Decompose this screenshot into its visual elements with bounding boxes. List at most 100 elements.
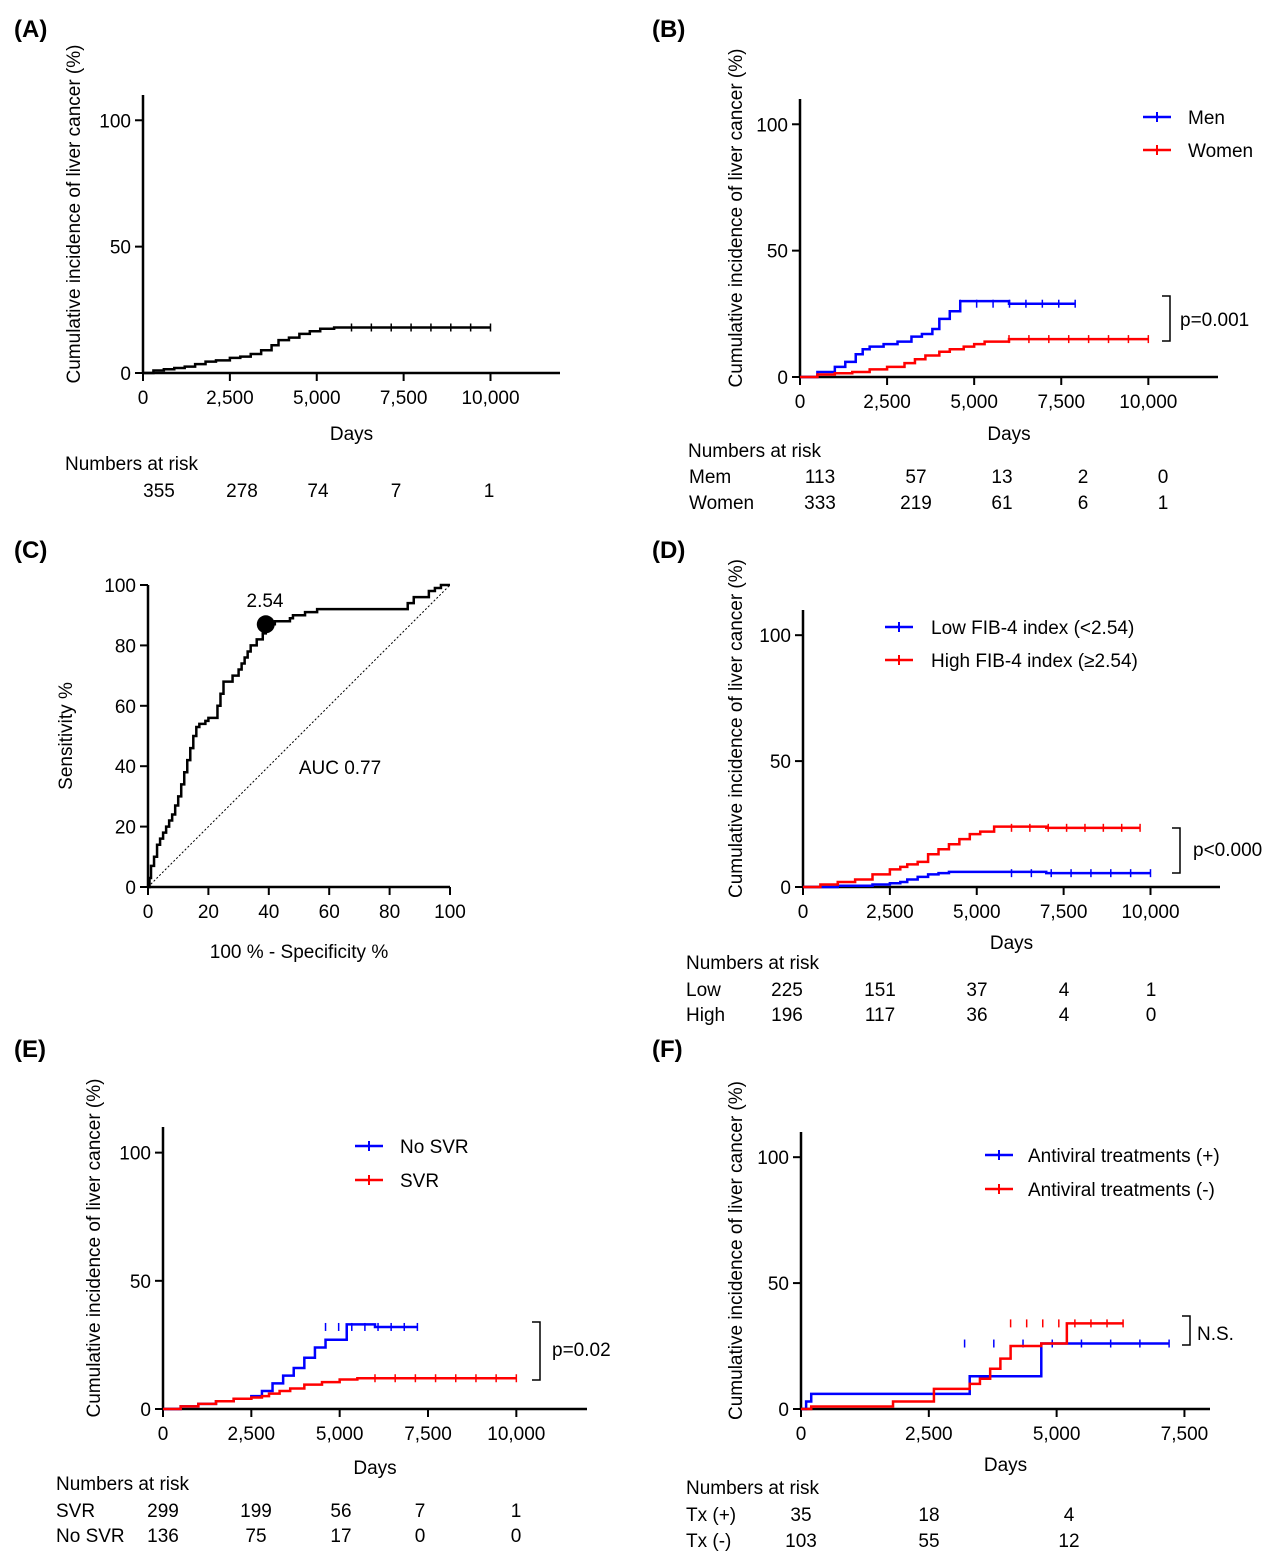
y-tick-label: 0 (778, 1400, 789, 1421)
x-tick-label: 40 (258, 902, 279, 923)
risk-value: 12 (1058, 1531, 1079, 1552)
significance-bracket (532, 1321, 541, 1381)
legend-label: SVR (400, 1171, 439, 1192)
chart-panel: (D) 0 50 100 0 2,500 5,000 7,500 10,000 Cumulativ… (652, 537, 1262, 1026)
risk-value: 7 (415, 1501, 426, 1522)
x-axis-label: 100 % - Specificity % (210, 942, 389, 963)
y-tick-label: 60 (115, 697, 136, 718)
y-tick-label: 100 (104, 576, 136, 597)
y-tick-label: 50 (770, 752, 791, 773)
x-tick-label: 7,500 (1037, 392, 1085, 413)
risk-table-title: Numbers at risk (686, 953, 820, 974)
risk-table-title: Numbers at risk (56, 1474, 190, 1495)
risk-value: 0 (415, 1526, 426, 1547)
y-tick-label: 50 (130, 1272, 151, 1293)
panel-label: (D) (652, 537, 685, 564)
x-axis-label: Days (984, 1455, 1027, 1476)
x-tick-label: 0 (143, 902, 154, 923)
x-tick-label: 0 (795, 392, 806, 413)
p-value-label: N.S. (1197, 1324, 1234, 1345)
series-line (800, 337, 1149, 379)
risk-value: 113 (805, 467, 835, 488)
x-axis-label: Days (990, 933, 1033, 954)
risk-row-label: Tx (-) (686, 1531, 731, 1552)
x-tick-label: 5,000 (316, 1424, 364, 1445)
risk-value: 355 (143, 481, 175, 502)
risk-row-label: High (686, 1005, 725, 1026)
legend-label: Women (1188, 141, 1253, 162)
risk-value: 219 (900, 493, 932, 514)
y-tick-label: 100 (759, 626, 791, 647)
y-tick-label: 80 (115, 636, 136, 657)
y-tick-label: 40 (115, 757, 136, 778)
x-tick-label: 2,500 (866, 902, 914, 923)
series-line (143, 326, 491, 375)
panel-label: (B) (652, 16, 685, 43)
series-line (803, 870, 1151, 889)
risk-value: 37 (966, 980, 987, 1001)
risk-value: 55 (918, 1531, 939, 1552)
risk-value: 333 (804, 493, 836, 514)
risk-row-label: No SVR (56, 1526, 125, 1547)
risk-value: 17 (330, 1526, 351, 1547)
legend-label: No SVR (400, 1137, 469, 1158)
x-tick-label: 0 (796, 1424, 807, 1445)
risk-value: 13 (991, 467, 1012, 488)
x-tick-label: 7,500 (380, 388, 428, 409)
y-tick-label: 0 (140, 1400, 151, 1421)
y-axis-label: Cumulative incidence of liver cancer (%) (84, 1079, 105, 1418)
chart-panel: (F) 0 50 100 0 2,500 5,000 7,500 Cumulative inci… (652, 1036, 1234, 1552)
series-line (800, 299, 1076, 379)
x-tick-label: 5,000 (950, 392, 998, 413)
panel-label: (A) (14, 16, 47, 43)
risk-value: 18 (918, 1505, 939, 1526)
y-tick-label: 100 (99, 111, 131, 132)
risk-row-label: SVR (56, 1501, 95, 1522)
risk-value: 199 (240, 1501, 272, 1522)
risk-value: 4 (1059, 1005, 1070, 1026)
risk-value: 61 (991, 493, 1012, 514)
significance-bracket (1172, 827, 1181, 874)
x-axis-label: Days (353, 1458, 396, 1479)
cutoff-label: 2.54 (247, 591, 284, 612)
y-axis-label: Cumulative incidence of liver cancer (%) (64, 45, 85, 384)
significance-bracket (1182, 1315, 1191, 1346)
y-axis-label: Cumulative incidence of liver cancer (%) (726, 1081, 747, 1420)
risk-value: 225 (771, 980, 803, 1001)
risk-value: 1 (511, 1501, 522, 1522)
x-tick-label: 100 (434, 902, 466, 923)
y-axis-label: Sensitivity % (56, 682, 77, 790)
y-tick-label: 0 (125, 878, 136, 899)
risk-value: 117 (865, 1005, 895, 1026)
series-line (163, 1376, 517, 1411)
x-tick-label: 10,000 (487, 1424, 545, 1445)
x-tick-label: 7,500 (404, 1424, 452, 1445)
legend-label: Men (1188, 108, 1225, 129)
x-tick-label: 5,000 (1033, 1424, 1081, 1445)
panel-label: (E) (14, 1036, 46, 1063)
x-tick-label: 0 (798, 902, 809, 923)
series-line (801, 1342, 1170, 1411)
x-axis-label: Days (987, 424, 1030, 445)
x-tick-label: 2,500 (863, 392, 911, 413)
significance-bracket (1162, 295, 1171, 342)
x-tick-label: 10,000 (1121, 902, 1179, 923)
risk-value: 36 (966, 1005, 987, 1026)
x-tick-label: 7,500 (1040, 902, 1088, 923)
x-tick-label: 0 (158, 1424, 169, 1445)
y-tick-label: 0 (777, 368, 788, 389)
risk-value: 103 (785, 1531, 817, 1552)
risk-value: 299 (147, 1501, 179, 1522)
legend-label: Antiviral treatments (-) (1028, 1180, 1215, 1201)
chart-panel: (C) 0 20 40 60 80 100 0 20 40 60 80 100 Sensitivity %… (14, 537, 466, 963)
x-tick-label: 20 (198, 902, 219, 923)
series-line (803, 825, 1141, 889)
y-axis-label: Cumulative incidence of liver cancer (%) (726, 559, 747, 898)
x-tick-label: 10,000 (1119, 392, 1177, 413)
chart-panel: (B) 0 50 100 0 2,500 5,000 7,500 10,000 Cumulativ… (652, 16, 1253, 514)
risk-table-title: Numbers at risk (686, 1478, 820, 1499)
x-tick-label: 80 (379, 902, 400, 923)
risk-value: 4 (1059, 980, 1070, 1001)
risk-value: 136 (147, 1526, 179, 1547)
